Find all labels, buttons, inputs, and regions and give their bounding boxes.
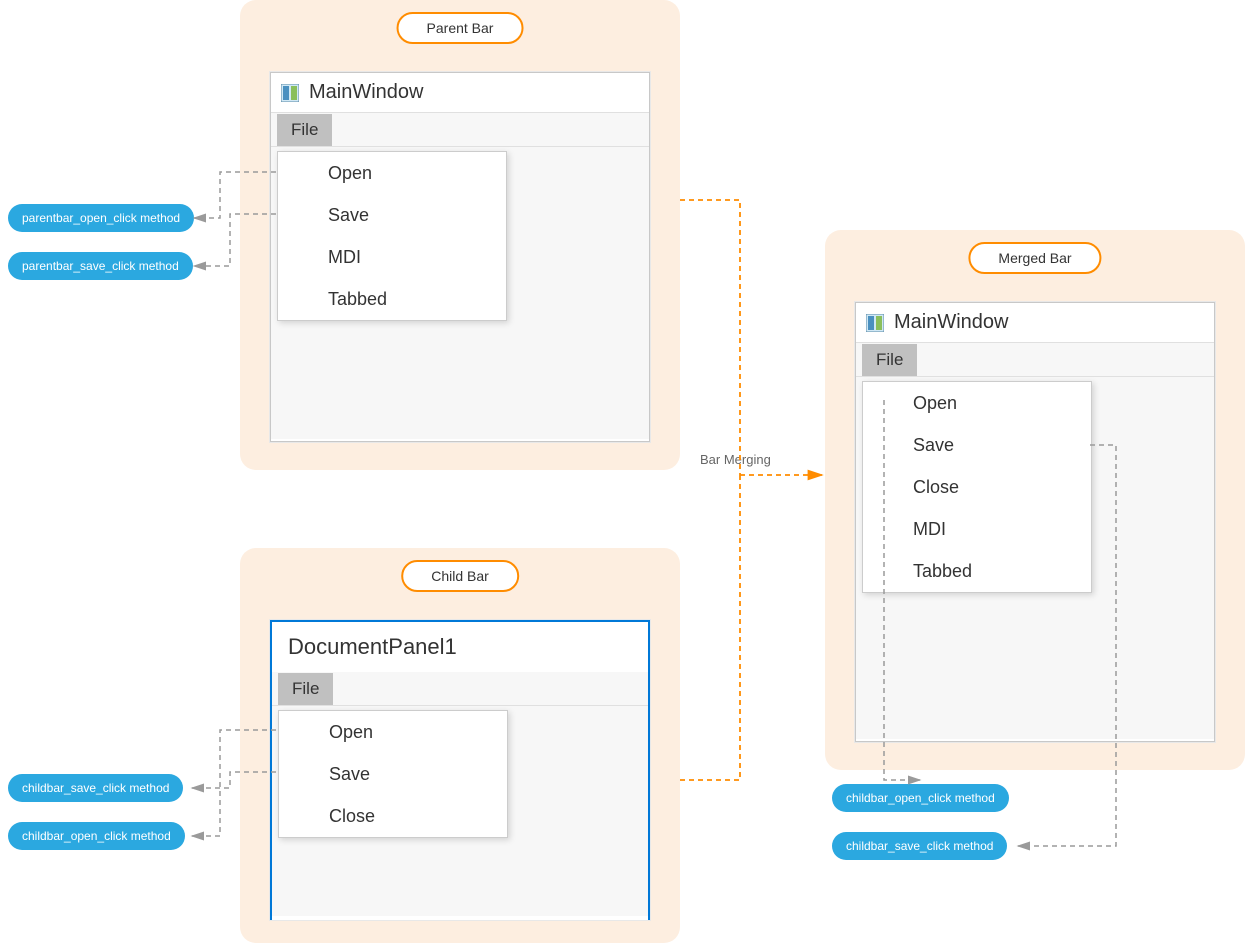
pill-merged-save: childbar_save_click method (832, 832, 1007, 860)
merged-file-dropdown: Open Save Close MDI Tabbed (862, 381, 1092, 593)
parent-file-menu[interactable]: File (277, 114, 332, 146)
child-menubar: File (272, 672, 648, 706)
child-bar-panel: Child Bar DocumentPanel1 File Open Save … (240, 548, 680, 943)
parent-menubar: File (271, 113, 649, 147)
parent-menu-open[interactable]: Open (278, 152, 506, 194)
pill-childbar-open: childbar_open_click method (8, 822, 185, 850)
pill-merged-open: childbar_open_click method (832, 784, 1009, 812)
bar-merging-label: Bar Merging (700, 452, 771, 467)
parent-menu-tabbed[interactable]: Tabbed (278, 278, 506, 320)
pill-parentbar-save: parentbar_save_click method (8, 252, 193, 280)
child-bar-label: Child Bar (401, 560, 519, 592)
merged-titlebar: MainWindow (856, 303, 1214, 343)
parent-menu-save[interactable]: Save (278, 194, 506, 236)
child-menu-save[interactable]: Save (279, 753, 507, 795)
merged-menubar: File (856, 343, 1214, 377)
parent-window-title: MainWindow (309, 81, 423, 104)
merged-menu-save[interactable]: Save (863, 424, 1091, 466)
app-icon (866, 314, 884, 332)
merged-menu-tabbed[interactable]: Tabbed (863, 550, 1091, 592)
parent-window: MainWindow File Open Save MDI Tabbed (270, 72, 650, 442)
child-menu-close[interactable]: Close (279, 795, 507, 837)
merged-window: MainWindow File Open Save Close MDI Tabb… (855, 302, 1215, 742)
merged-menu-mdi[interactable]: MDI (863, 508, 1091, 550)
app-icon (281, 84, 299, 102)
merged-window-title: MainWindow (894, 311, 1008, 334)
parent-file-dropdown: Open Save MDI Tabbed (277, 151, 507, 321)
pill-childbar-save: childbar_save_click method (8, 774, 183, 802)
child-file-dropdown: Open Save Close (278, 710, 508, 838)
child-file-menu[interactable]: File (278, 673, 333, 705)
parent-menu-mdi[interactable]: MDI (278, 236, 506, 278)
merged-bar-label: Merged Bar (968, 242, 1101, 274)
merged-menu-close[interactable]: Close (863, 466, 1091, 508)
merged-file-menu[interactable]: File (862, 344, 917, 376)
parent-titlebar: MainWindow (271, 73, 649, 113)
merged-menu-open[interactable]: Open (863, 382, 1091, 424)
child-panel-title: DocumentPanel1 (272, 622, 648, 672)
child-document-panel: DocumentPanel1 File Open Save Close (270, 620, 650, 920)
parent-bar-panel: Parent Bar MainWindow File Open Save MDI… (240, 0, 680, 470)
parent-bar-label: Parent Bar (397, 12, 524, 44)
merged-bar-panel: Merged Bar MainWindow File Open Save Clo… (825, 230, 1245, 770)
child-menu-open[interactable]: Open (279, 711, 507, 753)
pill-parentbar-open: parentbar_open_click method (8, 204, 194, 232)
